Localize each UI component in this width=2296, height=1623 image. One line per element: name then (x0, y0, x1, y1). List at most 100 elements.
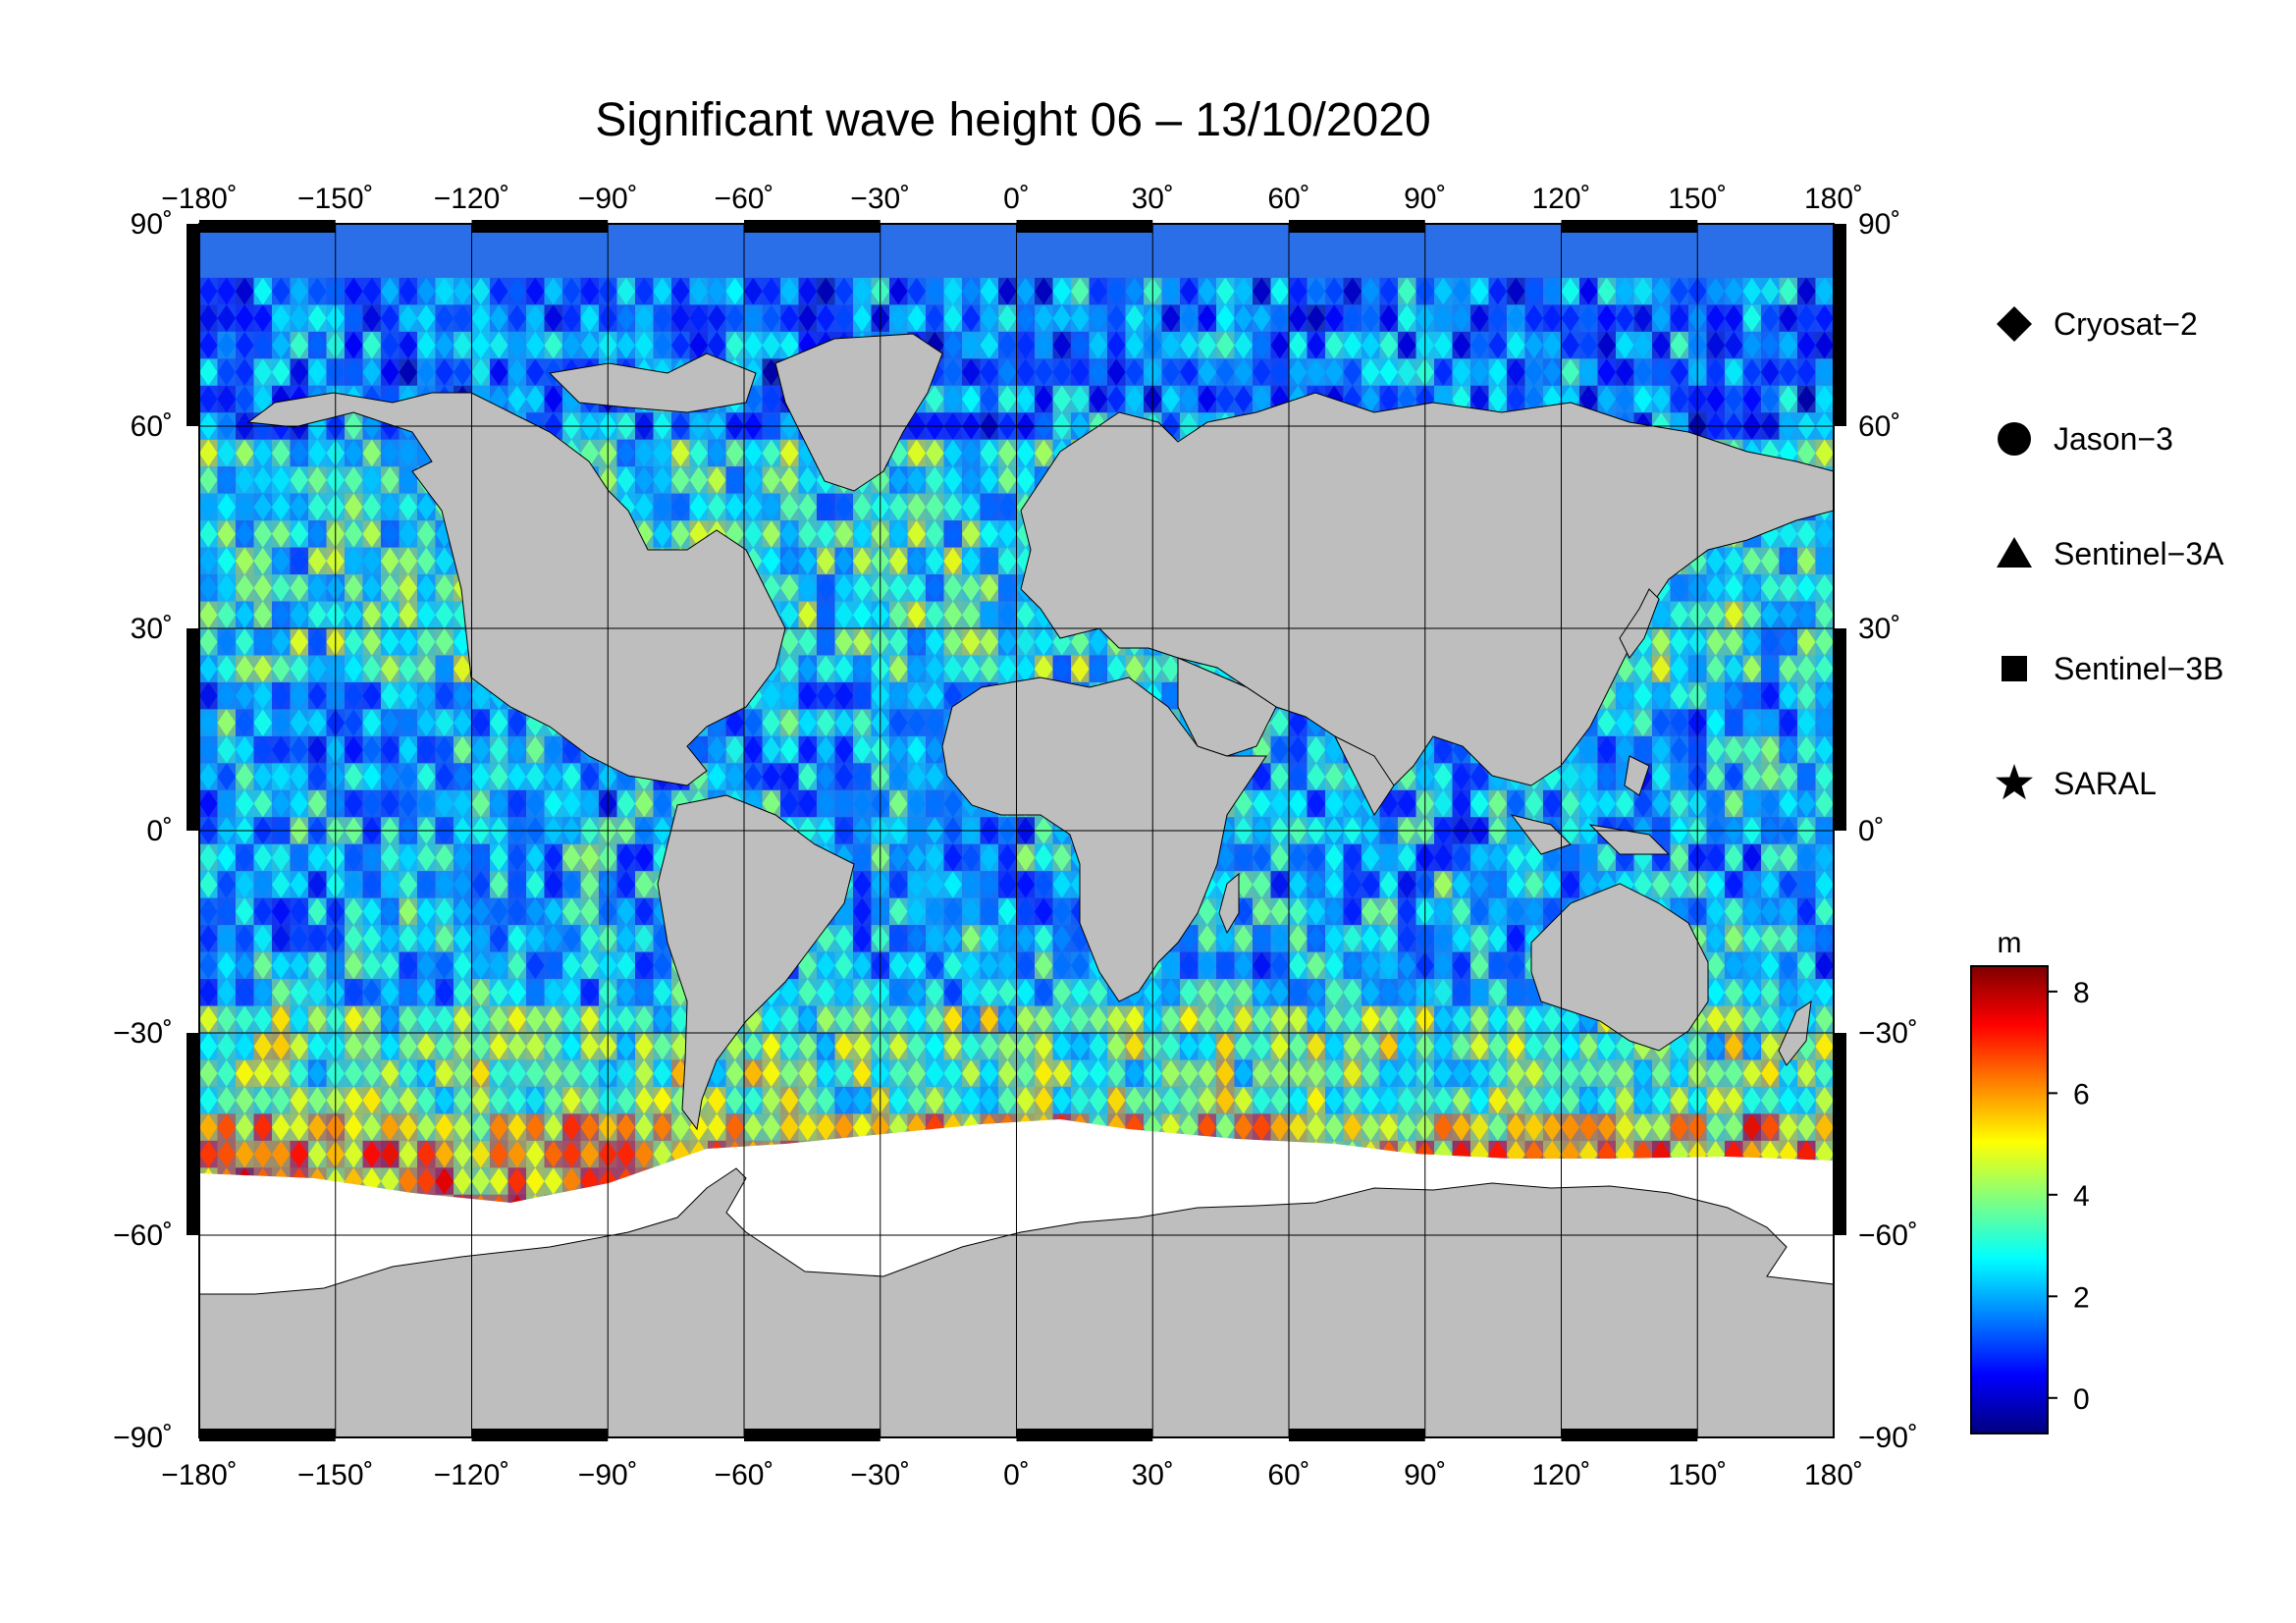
wave-cell (926, 547, 944, 575)
wave-cell (345, 709, 363, 736)
wave-cell (1652, 304, 1671, 332)
wave-cell (998, 1005, 1017, 1033)
wave-cell (653, 493, 671, 521)
wave-cell (1016, 655, 1035, 682)
wave-cell (308, 628, 327, 656)
wave-cell (653, 789, 671, 818)
wave-cell (1797, 304, 1816, 332)
wave-cell (744, 439, 763, 467)
wave-cell (889, 628, 908, 656)
wave-cell (1761, 681, 1780, 710)
wave-cell (1035, 358, 1053, 386)
wave-cell (1071, 655, 1090, 682)
wave-cell (1725, 547, 1743, 575)
wave-cell (853, 871, 872, 898)
wave-cell (635, 304, 654, 332)
wave-cell (1725, 385, 1743, 413)
wave-cell (217, 439, 236, 467)
wave-cell (1289, 979, 1308, 1006)
wave-cell (1071, 979, 1090, 1006)
wave-cell (943, 358, 962, 386)
wave-cell (926, 925, 944, 952)
wave-cell (435, 843, 454, 872)
wave-cell (980, 897, 998, 926)
wave-cell (199, 871, 218, 898)
wave-cell (1725, 358, 1743, 386)
wave-cell (1325, 897, 1344, 926)
wave-cell (544, 789, 562, 818)
wave-cell (1016, 897, 1035, 926)
wave-cell (943, 628, 962, 656)
wave-cell (1307, 304, 1325, 332)
wave-cell (1253, 277, 1271, 305)
wave-cell (1815, 277, 1834, 305)
wave-cell (1742, 681, 1761, 710)
wave-cell (1507, 385, 1525, 413)
wave-cell (381, 871, 400, 898)
wave-cell (653, 466, 671, 494)
wave-cell (1289, 871, 1308, 898)
wave-cell (943, 277, 962, 305)
wave-cell (1452, 897, 1470, 926)
wave-cell (490, 735, 508, 764)
wave-cell (345, 574, 363, 602)
wave-cell (798, 979, 817, 1006)
wave-cell (471, 304, 490, 332)
wave-cell (744, 331, 763, 359)
wave-cell (199, 601, 218, 628)
wave-cell (435, 547, 454, 575)
wave-cell (980, 520, 998, 548)
wave-cell (1815, 331, 1834, 359)
wave-cell (998, 897, 1017, 926)
wave-cell (1725, 277, 1743, 305)
wave-cell (308, 735, 327, 764)
wave-cell (1815, 735, 1834, 764)
wave-cell (1198, 951, 1216, 980)
wave-cell (616, 951, 635, 980)
wave-cell (926, 277, 944, 305)
wave-cell (907, 925, 926, 952)
wave-cell (798, 763, 817, 790)
wave-cell (217, 493, 236, 521)
wave-cell (345, 439, 363, 467)
wave-cell (907, 735, 926, 764)
wave-cell (1579, 277, 1598, 305)
wave-cell (635, 789, 654, 818)
wave-cell (635, 466, 654, 494)
wave-cell (308, 681, 327, 710)
wave-cell (962, 951, 981, 980)
wave-cell (1180, 385, 1199, 413)
wave-cell (1779, 601, 1797, 628)
wave-cell (217, 385, 236, 413)
wave-cell (616, 897, 635, 926)
wave-cell (1579, 385, 1598, 413)
wave-cell (635, 331, 654, 359)
wave-cell (272, 925, 291, 952)
wave-cell (217, 843, 236, 872)
wave-cell (562, 763, 581, 790)
wave-cell (1470, 925, 1489, 952)
wave-cell (926, 628, 944, 656)
wave-cell (962, 871, 981, 898)
wave-cell (217, 628, 236, 656)
wave-cell (817, 574, 835, 602)
wave-cell (1742, 574, 1761, 602)
wave-cell (817, 601, 835, 628)
wave-cell (1052, 951, 1071, 980)
wave-cell (381, 520, 400, 548)
wave-cell (780, 601, 799, 628)
wave-cell (653, 951, 671, 980)
wave-cell (1779, 304, 1797, 332)
wave-cell (1779, 574, 1797, 602)
wave-cell (272, 789, 291, 818)
wave-cell (1706, 897, 1725, 926)
wave-cell (1815, 789, 1834, 818)
wave-cell (744, 709, 763, 736)
wave-cell (381, 735, 400, 764)
wave-cell (1597, 277, 1616, 305)
wave-cell (1797, 358, 1816, 386)
wave-cell (1779, 709, 1797, 736)
wave-cell (1379, 331, 1398, 359)
wave-cell (708, 277, 726, 305)
wave-cell (762, 304, 780, 332)
